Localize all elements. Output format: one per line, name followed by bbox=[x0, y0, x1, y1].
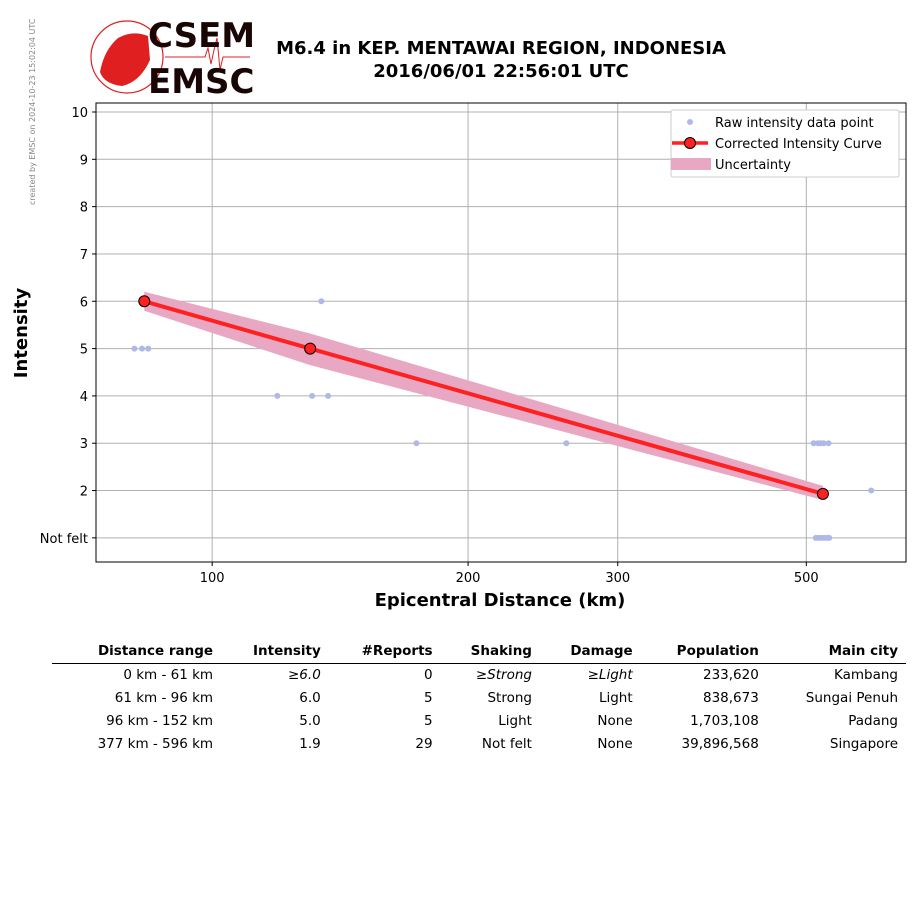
raw-data-point bbox=[825, 440, 832, 447]
table-cell: ≥Light bbox=[587, 667, 633, 683]
raw-data-point bbox=[325, 392, 332, 399]
table-cell: Strong bbox=[487, 690, 532, 706]
legend: Raw intensity data point Corrected Inten… bbox=[670, 109, 900, 178]
table-cell: Singapore bbox=[829, 736, 898, 752]
table-row: 61 km - 96 km 6.0 5 Strong Light 838,673 Sunga… bbox=[52, 687, 906, 710]
y-tick-label: 10 bbox=[71, 106, 88, 121]
raw-data-point bbox=[145, 345, 152, 352]
table-cell: Sungai Penuh bbox=[805, 690, 898, 706]
column-header: Population bbox=[640, 640, 767, 664]
column-header: Shaking bbox=[440, 640, 540, 664]
table-cell: 233,620 bbox=[703, 667, 759, 683]
raw-data-point bbox=[810, 440, 817, 447]
raw-data-point bbox=[826, 534, 833, 541]
table-cell: ≥6.0 bbox=[288, 667, 321, 683]
table-cell: 96 km - 152 km bbox=[106, 713, 214, 729]
x-tick-label: 500 bbox=[794, 571, 819, 586]
title-line2: 2016/06/01 22:56:01 UTC bbox=[373, 61, 629, 82]
table-row: 377 km - 596 km 1.9 29 Not felt None 39,896,5… bbox=[52, 733, 906, 756]
curve-point bbox=[304, 342, 317, 355]
table-cell: 838,673 bbox=[703, 690, 759, 706]
table-cell: Not felt bbox=[481, 736, 532, 752]
table-cell: 0 bbox=[423, 667, 433, 683]
table-cell: 39,896,568 bbox=[681, 736, 759, 752]
raw-data-point bbox=[318, 298, 325, 305]
legend-curve: Corrected Intensity Curve bbox=[715, 137, 882, 152]
curve-point bbox=[816, 487, 829, 500]
y-tick-label: 7 bbox=[80, 248, 88, 263]
intensity-table: Distance range Intensity #Reports Shaking Da… bbox=[52, 640, 906, 756]
x-tick-label: 300 bbox=[605, 571, 630, 586]
curve-point bbox=[138, 295, 151, 308]
legend-raw: Raw intensity data point bbox=[715, 116, 874, 131]
table-cell: 5.0 bbox=[299, 713, 321, 729]
svg-text:CSEM: CSEM bbox=[148, 16, 255, 56]
raw-data-point bbox=[820, 440, 827, 447]
y-tick-label: 3 bbox=[80, 437, 88, 452]
table-cell: 1,703,108 bbox=[690, 713, 759, 729]
x-tick-label: 100 bbox=[200, 571, 225, 586]
table-cell: 5 bbox=[423, 713, 433, 729]
y-tick-label: 6 bbox=[80, 295, 88, 310]
y-tick-label: Not felt bbox=[40, 532, 88, 547]
logo: CSEM EMSC bbox=[90, 16, 255, 102]
column-header: #Reports bbox=[328, 640, 441, 664]
y-tick-label: 2 bbox=[80, 485, 88, 500]
raw-data-point bbox=[563, 440, 570, 447]
y-tick-label: 5 bbox=[80, 343, 88, 358]
table-cell: Padang bbox=[848, 713, 898, 729]
y-axis-label: Intensity bbox=[11, 288, 32, 379]
table-row: 0 km - 61 km ≥6.0 0 ≥Strong ≥Light 233,620 Kam… bbox=[52, 664, 906, 688]
table-cell: 1.9 bbox=[299, 736, 321, 752]
svg-text:EMSC: EMSC bbox=[148, 62, 255, 102]
column-header: Intensity bbox=[221, 640, 329, 664]
table-cell: 5 bbox=[423, 690, 433, 706]
table-cell: None bbox=[597, 713, 633, 729]
raw-data-point bbox=[274, 392, 281, 399]
table-cell: None bbox=[597, 736, 633, 752]
raw-data-point bbox=[131, 345, 138, 352]
table-cell: Light bbox=[598, 690, 633, 706]
y-tick-label: 8 bbox=[80, 201, 88, 216]
raw-data-point bbox=[139, 345, 146, 352]
table-cell: ≥Strong bbox=[475, 667, 532, 683]
table-cell: 61 km - 96 km bbox=[114, 690, 214, 706]
raw-data-point bbox=[413, 440, 420, 447]
table-cell: 6.0 bbox=[299, 690, 321, 706]
y-tick-label: 4 bbox=[80, 390, 88, 405]
legend-raw-marker bbox=[687, 119, 693, 125]
table-cell: Light bbox=[498, 713, 532, 729]
raw-data-point bbox=[868, 487, 875, 494]
table-row: 96 km - 152 km 5.0 5 Light None 1,703,108 Pada… bbox=[52, 710, 906, 733]
table-cell: 377 km - 596 km bbox=[97, 736, 214, 752]
raw-data-point bbox=[309, 392, 316, 399]
x-axis-label: Epicentral Distance (km) bbox=[375, 590, 626, 611]
table-cell: 29 bbox=[415, 736, 433, 752]
corrected-intensity-curve bbox=[143, 299, 824, 496]
table-cell: 0 km - 61 km bbox=[123, 667, 214, 683]
legend-uncertainty: Uncertainty bbox=[715, 158, 791, 173]
legend-band-marker bbox=[671, 158, 711, 170]
legend-curve-marker bbox=[684, 137, 696, 149]
title-line1: M6.4 in KEP. MENTAWAI REGION, INDONESIA bbox=[276, 38, 726, 59]
x-tick-label: 200 bbox=[456, 571, 481, 586]
table-cell: Kambang bbox=[833, 667, 898, 683]
y-tick-label: 9 bbox=[80, 153, 88, 168]
column-header: Distance range bbox=[52, 640, 222, 664]
column-header: Main city bbox=[766, 640, 906, 664]
plot-frame bbox=[95, 102, 907, 563]
column-header: Damage bbox=[539, 640, 641, 664]
